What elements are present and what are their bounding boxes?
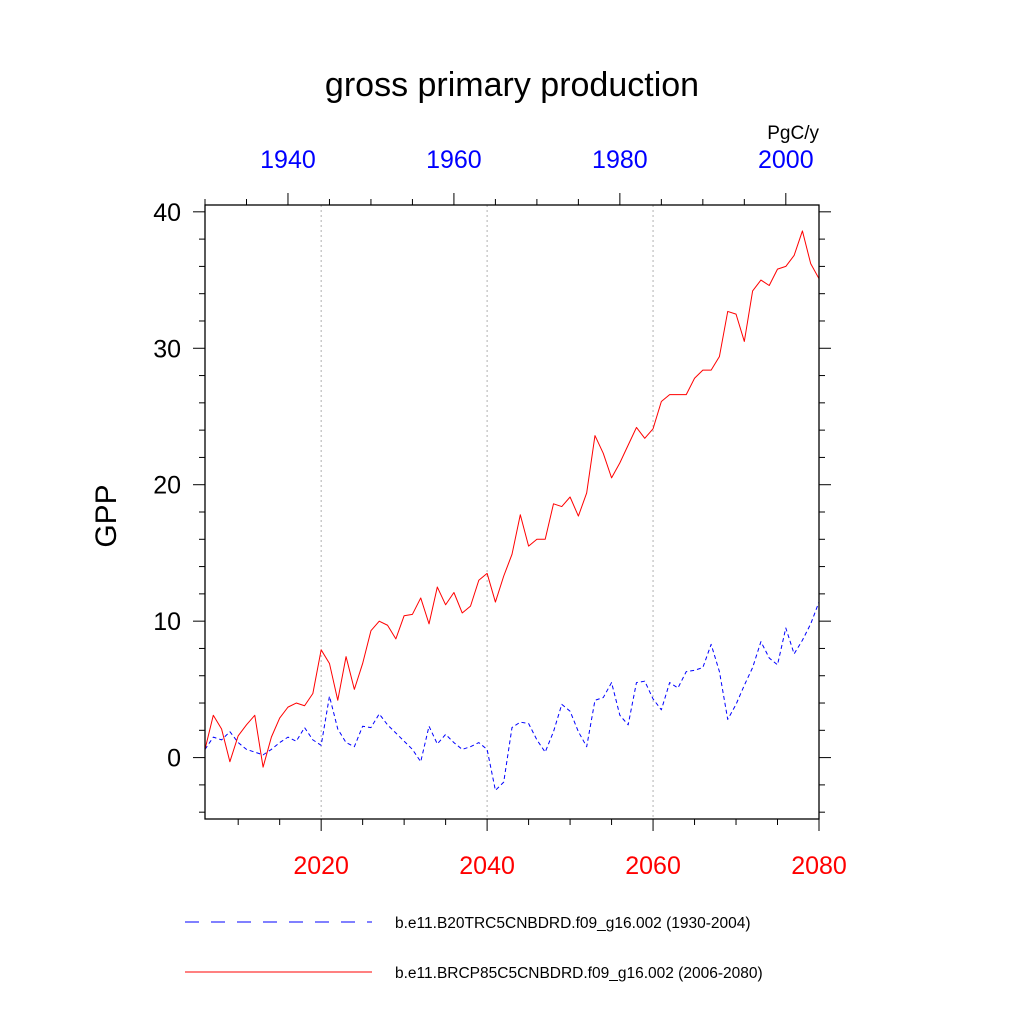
y-tick-label: 0: [167, 745, 181, 773]
x-bottom-tick-label: 2060: [625, 852, 681, 880]
legend-label-1: b.e11.B20TRC5CNBDRD.f09_g16.002 (1930-20…: [395, 915, 751, 932]
legend-label-2: b.e11.BRCP85C5CNBDRD.f09_g16.002 (2006-2…: [395, 965, 763, 982]
x-top-tick-label: 1940: [260, 146, 316, 174]
x-top-tick-label: 1980: [592, 146, 648, 174]
series-layer: [204, 230, 820, 791]
series-line-2: [204, 230, 820, 768]
x-top-tick-label: 1960: [426, 146, 482, 174]
y-tick-label: 40: [153, 199, 181, 227]
x-bottom-tick-label: 2040: [459, 852, 515, 880]
plot-frame: [204, 204, 820, 820]
x-top-tick-label: 2000: [758, 146, 814, 174]
y-tick-label: 20: [153, 472, 181, 500]
series-line-1: [204, 601, 820, 791]
units-label: PgC/y: [767, 123, 819, 144]
y-axis-label: GPP: [90, 484, 123, 547]
y-tick-label: 10: [153, 608, 181, 636]
axes: 0 10 20 30 40 2020 2040 2060 2080 1940 1960 1980 200…: [153, 146, 847, 880]
x-bottom-tick-label: 2020: [293, 852, 349, 880]
chart-title: gross primary production: [325, 66, 699, 104]
y-tick-label: 30: [153, 335, 181, 363]
grid-lines: [320, 205, 654, 819]
legend: b.e11.B20TRC5CNBDRD.f09_g16.002 (1930-20…: [185, 915, 763, 982]
x-bottom-tick-label: 2080: [791, 852, 847, 880]
